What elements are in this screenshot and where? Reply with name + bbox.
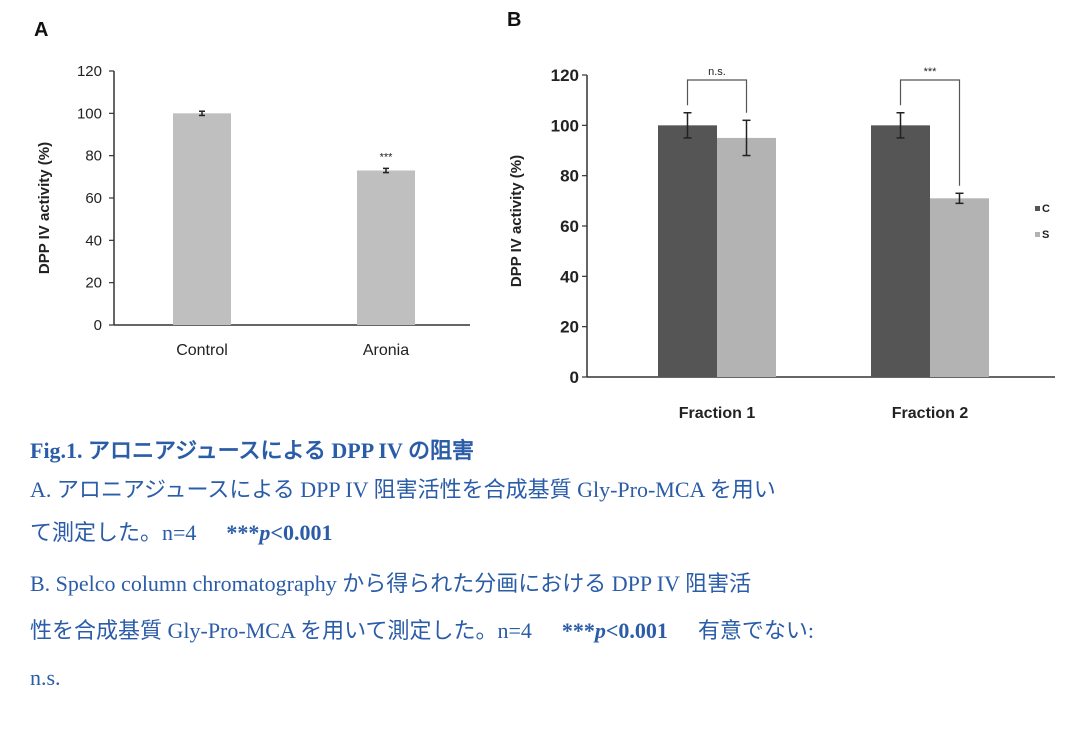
- caption-b-text: 性を合成基質 Gly-Pro-MCA を用いて測定した。n=4: [30, 618, 532, 643]
- legend-label: C: [1042, 203, 1050, 215]
- caption-b-ns-text: 有意でない:: [697, 618, 815, 643]
- caption-paragraph-a: A. アロニアジュースによる DPP IV 阻害活性を合成基質 Gly-Pro-…: [30, 468, 1060, 554]
- y-tick-label: 60: [560, 217, 579, 236]
- bar: [357, 170, 415, 325]
- y-tick-label: 60: [85, 190, 102, 207]
- y-tick-label: 0: [94, 317, 102, 334]
- caption-a-text: て測定した。n=4: [30, 520, 197, 545]
- x-tick-label: Aronia: [363, 342, 409, 359]
- y-tick-label: 120: [77, 63, 102, 80]
- y-tick-label: 40: [560, 267, 579, 286]
- y-tick-label: 120: [551, 66, 579, 85]
- y-tick-label: 100: [77, 105, 102, 122]
- figure-caption: Fig.1. アロニアジュースによる DPP IV の阻害 A. アロニアジュー…: [30, 434, 1060, 701]
- significance-bracket: [686, 79, 748, 113]
- x-tick-label: Control: [176, 342, 228, 359]
- bracket-label: n.s.: [708, 66, 726, 78]
- bar: [658, 125, 717, 377]
- caption-b-stars: ***: [561, 618, 595, 643]
- bar: [871, 125, 930, 377]
- chart-panel-b: B 0 20 40 60 80 100 120 DPP IV activity (%) Frac…: [505, 5, 1088, 430]
- caption-b-p: p: [594, 618, 606, 643]
- caption-a-p: p: [259, 520, 271, 545]
- caption-b-line-1: B. Spelco column chromatography から得られた分画…: [30, 571, 752, 596]
- y-tick-label: 20: [560, 318, 579, 337]
- panel-b-label: B: [507, 9, 522, 31]
- y-tick-label: 100: [551, 116, 579, 135]
- x-tick-label: Fraction 2: [892, 405, 969, 422]
- legend-swatch: [1035, 232, 1040, 237]
- caption-b-line-3: n.s.: [30, 665, 61, 690]
- y-axis-title: DPP IV activity (%): [36, 142, 53, 274]
- significance-label: ***: [380, 151, 394, 163]
- bar: [173, 113, 231, 325]
- chart-a-svg: 0 20 40 60 80 100 120 DPP IV activity (%) Contro…: [36, 63, 470, 359]
- caption-a-line-2: て測定した。n=4 ***p<0.001: [30, 511, 1060, 554]
- caption-b-threshold: <0.001: [605, 618, 668, 643]
- caption-title: Fig.1. アロニアジュースによる DPP IV の阻害: [30, 438, 474, 463]
- y-tick-label: 0: [570, 368, 579, 387]
- caption-a-stars: ***: [226, 520, 260, 545]
- legend-label: S: [1042, 229, 1049, 241]
- bar: [930, 198, 989, 377]
- y-tick-label: 80: [560, 167, 579, 186]
- y-axis-title: DPP IV activity (%): [508, 155, 525, 287]
- chart-panel-a: A 0 20 40 60 80 100 120 DPP IV activity (%) Cont…: [30, 5, 500, 377]
- y-tick-label: 40: [85, 232, 102, 249]
- panel-a-label: A: [34, 19, 49, 41]
- y-tick-label: 20: [85, 275, 102, 292]
- caption-paragraph-b: B. Spelco column chromatography から得られた分画…: [30, 560, 1060, 701]
- legend-swatch: [1035, 206, 1040, 211]
- bar: [717, 137, 776, 377]
- caption-a-line-1: A. アロニアジュースによる DPP IV 阻害活性を合成基質 Gly-Pro-…: [30, 477, 776, 502]
- caption-a-threshold: <0.001: [270, 520, 333, 545]
- significance-bracket: [899, 79, 961, 186]
- x-tick-label: Fraction 1: [679, 405, 756, 422]
- chart-b-svg: 0 20 40 60 80 100 120 DPP IV activity (%) Fracti…: [508, 66, 1055, 422]
- bracket-label: ***: [924, 66, 938, 78]
- caption-b-line-2: 性を合成基質 Gly-Pro-MCA を用いて測定した。n=4 ***p<0.00…: [30, 607, 1060, 654]
- y-tick-label: 80: [85, 148, 102, 165]
